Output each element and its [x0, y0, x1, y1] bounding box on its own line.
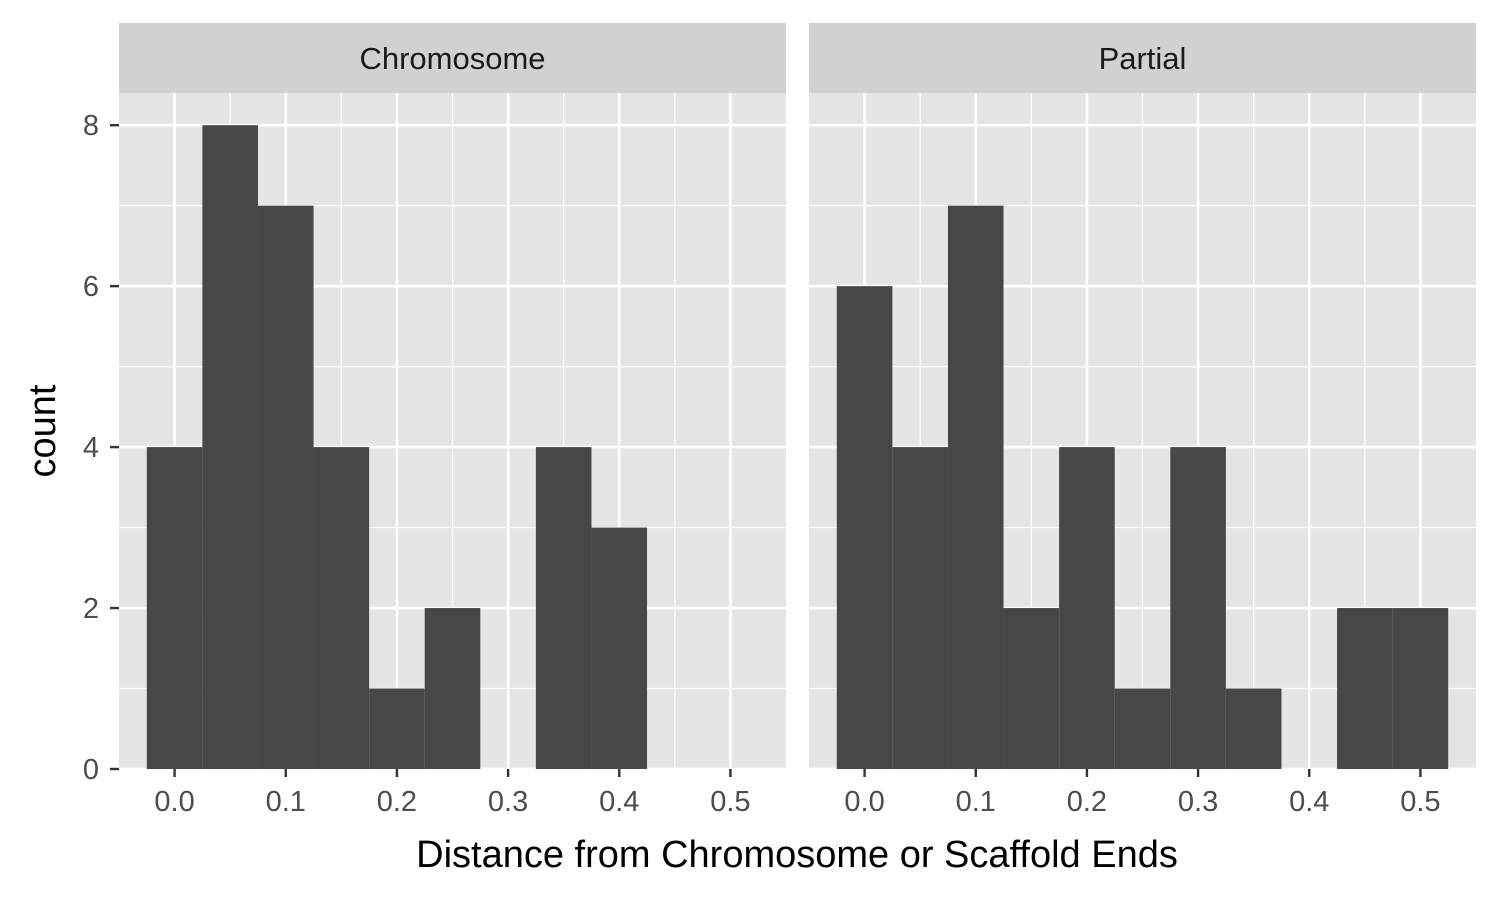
x-tick-label: 0.5 — [710, 786, 750, 818]
x-tick-label: 0.4 — [1289, 786, 1329, 818]
histogram-bar — [836, 286, 893, 769]
histogram-bar — [1114, 688, 1171, 769]
x-tick-label: 0.5 — [1400, 786, 1440, 818]
histogram-bar — [591, 527, 648, 769]
x-tick-label: 0.0 — [154, 786, 194, 818]
x-tick-label: 0.4 — [599, 786, 639, 818]
y-axis: 0 2 4 6 8 — [83, 110, 119, 786]
y-tick-label: 2 — [83, 593, 99, 625]
facet-panel-partial: Partial 0.0 0.1 0.2 0.3 0.4 0.5 — [809, 23, 1476, 818]
histogram-bar — [202, 125, 258, 769]
histogram-bar — [1170, 447, 1226, 769]
x-tick-label: 0.1 — [266, 786, 306, 818]
histogram-bar — [892, 447, 948, 769]
facet-strip — [119, 23, 786, 93]
histogram-bar — [535, 447, 592, 769]
x-tick-label: 0.1 — [956, 786, 996, 818]
histogram-bar — [257, 205, 314, 769]
histogram-bar — [1003, 608, 1060, 769]
facet-strip-label: Chromosome — [359, 41, 545, 76]
x-tick-label: 0.2 — [1067, 786, 1107, 818]
facet-panels: Chromosome 0.0 0.1 0.2 0.3 0.4 0.5 Partial 0.0 0.… — [119, 23, 1476, 818]
histogram-bar — [146, 447, 203, 769]
histogram-bar — [1225, 688, 1282, 769]
histogram-bar — [1392, 608, 1449, 769]
histogram-bar — [424, 608, 481, 769]
x-tick-label: 0.3 — [488, 786, 528, 818]
x-tick-label: 0.2 — [377, 786, 417, 818]
histogram-bar — [369, 688, 425, 769]
facet-strip — [809, 23, 1476, 93]
y-tick-label: 8 — [83, 110, 99, 142]
histogram-bar — [1059, 447, 1115, 769]
histogram-bar — [947, 205, 1004, 769]
x-tick-label: 0.0 — [844, 786, 884, 818]
y-tick-label: 0 — [83, 754, 99, 786]
y-tick-label: 6 — [83, 271, 99, 303]
facet-strip-label: Partial — [1099, 41, 1187, 76]
histogram-bar — [1337, 608, 1393, 769]
x-tick-label: 0.3 — [1178, 786, 1218, 818]
facet-panel-chromosome: Chromosome 0.0 0.1 0.2 0.3 0.4 0.5 — [119, 23, 786, 818]
y-tick-label: 4 — [83, 432, 99, 464]
y-axis-title: count — [22, 384, 64, 477]
histogram-bar — [313, 447, 370, 769]
x-axis-title: Distance from Chromosome or Scaffold End… — [416, 834, 1178, 876]
